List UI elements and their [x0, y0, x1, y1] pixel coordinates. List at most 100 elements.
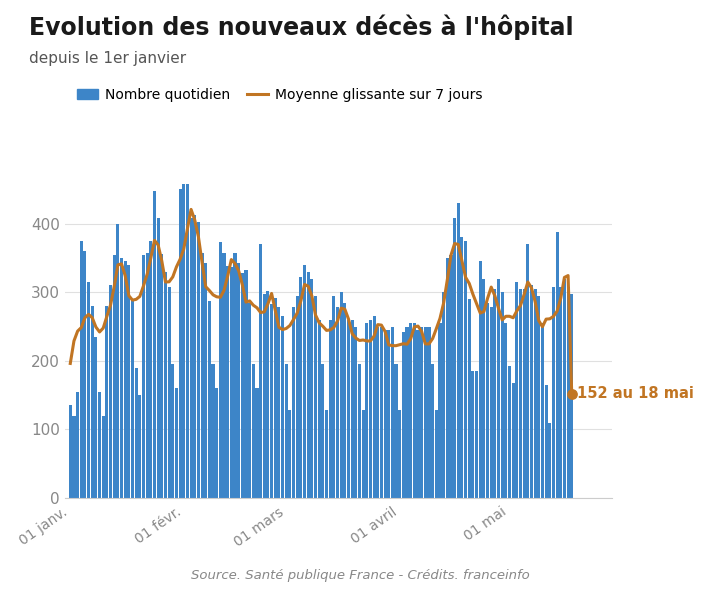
Bar — [328, 320, 332, 498]
Text: depuis le 1er janvier: depuis le 1er janvier — [29, 51, 186, 66]
Bar — [464, 241, 467, 498]
Bar — [87, 282, 90, 498]
Bar — [182, 184, 185, 498]
Bar — [523, 289, 526, 498]
Bar — [500, 292, 504, 498]
Bar — [263, 293, 266, 498]
Bar — [138, 395, 141, 498]
Bar — [570, 293, 573, 498]
Bar — [468, 299, 471, 498]
Bar — [416, 330, 420, 498]
Bar — [435, 410, 438, 498]
Bar — [372, 316, 376, 498]
Bar — [402, 332, 405, 498]
Bar — [226, 266, 229, 498]
Bar — [544, 385, 548, 498]
Bar — [318, 320, 320, 498]
Bar — [438, 323, 441, 498]
Bar — [310, 278, 313, 498]
Bar — [259, 244, 262, 498]
Text: 152 au 18 mai: 152 au 18 mai — [577, 386, 694, 401]
Bar — [300, 277, 302, 498]
Bar — [149, 241, 153, 498]
Bar — [336, 307, 339, 498]
Bar — [256, 388, 258, 498]
Bar — [409, 323, 413, 498]
Bar — [428, 326, 431, 498]
Bar — [91, 306, 94, 498]
Bar — [252, 364, 255, 498]
Bar — [548, 422, 552, 498]
Bar — [80, 241, 83, 498]
Bar — [552, 287, 555, 498]
Bar — [303, 265, 306, 498]
Bar — [376, 326, 379, 498]
Bar — [504, 323, 508, 498]
Bar — [105, 306, 109, 498]
Bar — [288, 410, 292, 498]
Text: Evolution des nouveaux décès à l'hôpital: Evolution des nouveaux décès à l'hôpital — [29, 15, 573, 40]
Bar — [186, 184, 189, 498]
Bar — [142, 254, 145, 498]
Bar — [534, 289, 536, 498]
Bar — [453, 218, 456, 498]
Bar — [270, 304, 273, 498]
Bar — [204, 263, 207, 498]
Bar — [244, 271, 248, 498]
Bar — [508, 367, 511, 498]
Legend: Nombre quotidien, Moyenne glissante sur 7 jours: Nombre quotidien, Moyenne glissante sur … — [72, 82, 487, 107]
Bar — [475, 371, 478, 498]
Bar — [292, 307, 295, 498]
Bar — [189, 218, 193, 498]
Bar — [171, 364, 174, 498]
Bar — [284, 364, 288, 498]
Bar — [233, 253, 237, 498]
Bar — [222, 253, 225, 498]
Bar — [537, 296, 540, 498]
Bar — [314, 296, 317, 498]
Bar — [351, 320, 354, 498]
Bar — [530, 286, 533, 498]
Bar — [164, 272, 167, 498]
Bar — [340, 292, 343, 498]
Bar — [361, 410, 364, 498]
Bar — [73, 416, 76, 498]
Bar — [413, 323, 416, 498]
Bar — [512, 383, 515, 498]
Bar — [156, 218, 160, 498]
Bar — [274, 298, 276, 498]
Bar — [347, 320, 350, 498]
Bar — [131, 299, 134, 498]
Bar — [391, 326, 394, 498]
Bar — [296, 296, 299, 498]
Bar — [493, 289, 496, 498]
Bar — [179, 190, 181, 498]
Bar — [112, 254, 116, 498]
Bar — [387, 330, 390, 498]
Point — [566, 389, 577, 398]
Bar — [420, 326, 423, 498]
Bar — [490, 307, 492, 498]
Bar — [208, 301, 211, 498]
Bar — [117, 224, 120, 498]
Bar — [519, 289, 522, 498]
Bar — [449, 254, 452, 498]
Bar — [215, 388, 218, 498]
Bar — [369, 320, 372, 498]
Bar — [398, 410, 401, 498]
Bar — [497, 278, 500, 498]
Bar — [281, 316, 284, 498]
Bar — [68, 406, 72, 498]
Bar — [424, 326, 427, 498]
Bar — [277, 307, 281, 498]
Bar — [472, 371, 474, 498]
Bar — [526, 244, 529, 498]
Bar — [559, 287, 562, 498]
Bar — [460, 238, 464, 498]
Bar — [395, 364, 397, 498]
Bar — [332, 296, 336, 498]
Text: Source. Santé publique France - Crédits. franceinfo: Source. Santé publique France - Crédits.… — [191, 569, 529, 582]
Bar — [94, 337, 97, 498]
Bar — [240, 273, 244, 498]
Bar — [248, 302, 251, 498]
